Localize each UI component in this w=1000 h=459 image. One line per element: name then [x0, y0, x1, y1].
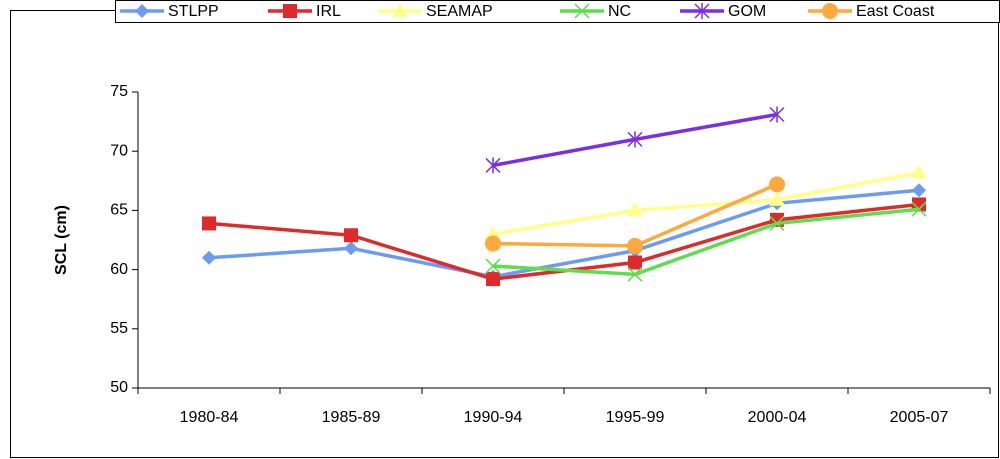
y-tick-label: 60	[110, 261, 128, 278]
data-point	[202, 216, 216, 231]
data-point	[485, 226, 501, 241]
legend-marker	[135, 4, 149, 18]
x-tick-label: 1990-94	[464, 409, 523, 426]
x-tick-label: 1980-84	[180, 409, 239, 426]
legend-marker	[822, 3, 838, 19]
series-line	[492, 170, 920, 236]
series-line	[208, 188, 920, 279]
data-point	[485, 258, 501, 274]
data-point	[911, 201, 927, 217]
x-tick-label: 1995-99	[606, 409, 665, 426]
x-tick-label: 1985-89	[322, 409, 381, 426]
data-point	[769, 191, 785, 206]
x-tick-label: 2005-07	[890, 409, 949, 426]
data-point	[485, 157, 501, 174]
data-point	[911, 164, 927, 179]
data-point	[344, 241, 358, 256]
data-point	[485, 235, 501, 252]
legend-label: East Coast	[856, 3, 935, 20]
chart-frame	[10, 10, 999, 458]
y-tick-label: 75	[110, 83, 128, 100]
x-tick-label: 2000-04	[748, 409, 807, 426]
y-tick-label: 65	[110, 202, 128, 219]
legend-label: IRL	[316, 3, 341, 20]
data-point	[486, 272, 500, 287]
legend-marker	[574, 3, 590, 19]
data-point	[769, 215, 785, 231]
data-point	[912, 183, 926, 198]
legend-label: NC	[608, 3, 631, 20]
data-point	[628, 255, 642, 270]
data-point	[627, 131, 643, 148]
y-tick-label: 55	[110, 320, 128, 337]
series-line	[492, 207, 920, 277]
legend-label: STLPP	[168, 3, 219, 20]
data-point	[202, 250, 216, 265]
legend-label: SEAMAP	[426, 3, 493, 20]
y-tick-label: 70	[110, 142, 128, 159]
legend-marker	[694, 3, 710, 19]
data-point	[627, 266, 643, 282]
y-axis-label: SCL (cm)	[53, 205, 70, 275]
data-point	[627, 237, 643, 254]
data-point	[769, 106, 785, 123]
legend-marker	[283, 4, 297, 18]
data-point	[344, 228, 358, 243]
y-tick-label: 50	[110, 379, 128, 396]
legend-marker	[392, 3, 408, 17]
data-point	[627, 202, 643, 217]
legend-label: GOM	[728, 3, 766, 20]
data-point	[769, 176, 785, 193]
